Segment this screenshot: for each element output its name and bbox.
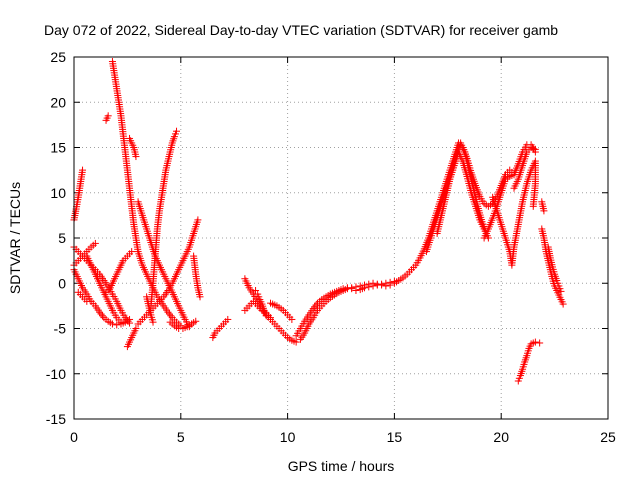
data-point [132, 325, 140, 332]
data-point [267, 314, 275, 322]
data-point [164, 308, 172, 316]
y-tick-label: -5 [54, 321, 67, 337]
y-tick-label: -10 [46, 366, 66, 382]
data-point [536, 339, 544, 347]
data-point [196, 293, 204, 301]
y-tick-label: 25 [50, 49, 66, 65]
data-point [252, 286, 260, 294]
data-point [531, 145, 539, 153]
x-tick-label: 10 [280, 429, 296, 445]
data-point [97, 310, 105, 318]
data-point [365, 283, 373, 291]
data-point [262, 312, 270, 320]
x-axis-title: GPS time / hours [288, 458, 395, 474]
y-tick-label: 20 [50, 94, 66, 110]
data-point [559, 300, 567, 308]
y-tick-label: 15 [50, 140, 66, 156]
x-tick-label: 20 [493, 429, 509, 445]
data-point [531, 338, 539, 346]
y-tick-label: 10 [50, 185, 66, 201]
data-point [192, 317, 200, 325]
data-point [382, 279, 390, 287]
data-point [194, 216, 202, 224]
data-point [360, 284, 368, 292]
data-point [149, 318, 157, 326]
data-point [312, 301, 320, 309]
x-tick-label: 15 [387, 429, 403, 445]
data-point [173, 127, 181, 135]
data-point [292, 338, 300, 346]
points-layer [70, 58, 567, 385]
data-point [557, 287, 565, 295]
x-tick-labels: 0 5 10 15 20 25 [70, 429, 616, 445]
data-point [98, 312, 106, 320]
x-tick-label: 25 [600, 429, 616, 445]
data-point [224, 315, 232, 323]
data-point [126, 315, 134, 323]
y-tick-label: -15 [46, 411, 66, 427]
data-point [369, 282, 377, 290]
data-point [373, 281, 381, 289]
data-point [309, 305, 317, 313]
data-point [132, 153, 140, 161]
y-tick-labels: -15 -10 -5 0 5 10 15 20 25 [46, 49, 66, 427]
data-point [104, 112, 112, 120]
data-point [91, 239, 99, 247]
data-point [79, 166, 87, 174]
data-point [87, 297, 95, 305]
data-point [108, 320, 116, 328]
data-point [348, 285, 356, 293]
data-point [117, 318, 125, 326]
data-point [311, 303, 319, 311]
x-tick-label: 5 [177, 429, 185, 445]
data-point [529, 202, 537, 210]
x-tick-label: 0 [70, 429, 78, 445]
data-point [378, 280, 386, 288]
y-tick-label: 0 [58, 275, 66, 291]
data-point [352, 286, 360, 294]
data-point [165, 310, 173, 318]
data-point [96, 308, 104, 316]
data-point [386, 278, 394, 286]
data-point [128, 248, 136, 256]
data-point [113, 321, 121, 329]
y-tick-label: 5 [58, 230, 66, 246]
y-axis-title: SDTVAR / TECUs [7, 182, 23, 294]
chart-title: Day 072 of 2022, Sidereal Day-to-day VTE… [44, 22, 558, 38]
data-point [540, 207, 548, 215]
plot-frame [73, 56, 609, 420]
data-point [288, 315, 296, 323]
data-point [167, 312, 175, 320]
